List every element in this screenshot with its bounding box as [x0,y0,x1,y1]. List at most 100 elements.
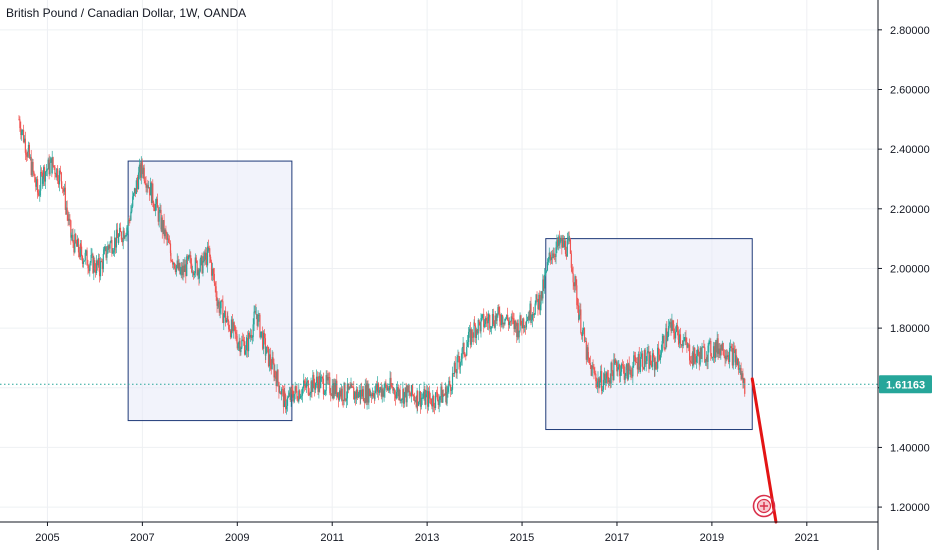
candle-body [482,314,484,316]
candle-body [18,119,20,121]
candle-body [23,138,26,143]
candle-body [209,248,211,257]
candle-body [310,381,312,394]
candle-body [37,192,39,195]
candle-body [322,378,325,395]
candle-body [217,301,219,305]
candle-body [679,334,682,345]
candle-body [56,168,58,178]
candle-body [271,357,273,370]
candle-body [506,314,508,319]
candle-body [234,325,236,333]
candle-body [246,338,248,341]
candle-body [248,332,251,338]
candle-body [644,350,646,365]
candle-body [50,158,52,163]
x-tick-label: 2015 [510,532,534,544]
candle-body [265,353,267,356]
candle-body [111,240,113,254]
candle-body [425,394,427,405]
candle-body [199,259,201,272]
candle-body [22,129,24,132]
candle-body [612,371,614,381]
candle-body [115,229,118,248]
candle-body [62,187,64,189]
candle-body [340,388,342,397]
candle-body [419,391,421,407]
candle-body [739,367,741,369]
tradingview-logo-icon [752,494,776,518]
candle-body [285,395,287,410]
candle-body [568,239,571,241]
candle-body [136,180,138,182]
candle-body [38,194,40,196]
candle-body [130,211,132,221]
candle-body [124,236,126,239]
candle-body [436,392,438,400]
candle-body [374,390,376,399]
candle-body [225,310,227,323]
candle-body [114,237,116,251]
candle-body [381,388,383,397]
candle-body [424,388,426,405]
candle-body [24,138,26,153]
price-axis[interactable]: 1.200001.400001.600001.800002.000002.200… [877,0,932,550]
candle-body [89,265,91,272]
candle-body [253,311,255,325]
candle-body [181,267,183,276]
candle-body [603,373,605,380]
candle-body [32,162,34,172]
candle-body [614,359,616,363]
candle-body [338,392,340,401]
candle-body [46,169,48,171]
candle-body [74,234,76,253]
candle-body [705,361,707,363]
candle-body [147,185,149,188]
candle-body [672,320,674,325]
candle-body [134,188,137,194]
candle-body [741,373,743,380]
candle-body [518,330,520,338]
candle-body [28,144,30,158]
candle-body [526,320,528,322]
candle-body [149,182,152,196]
candle-body [293,394,295,402]
candle-body [697,349,699,356]
candle-body [660,351,662,355]
candle-body [409,390,411,396]
candle-body [81,256,84,264]
candle-body [536,294,538,300]
candle-body [344,382,346,400]
x-tick-label: 2005 [35,532,59,544]
candle-body [346,383,348,399]
candle-body [213,273,215,283]
candle-body [499,312,501,322]
candle-body [715,342,717,353]
candle-body [78,252,81,258]
candle-body [224,310,226,316]
candle-body [417,402,420,406]
candle-body [689,344,691,361]
candle-body [155,198,158,205]
candle-body [314,383,316,390]
candle-body [302,386,304,389]
candle-body [329,377,331,394]
candle-body [513,318,515,330]
candle-body [663,335,665,349]
y-tick-label: 2.40000 [890,144,930,156]
candle-body [36,179,38,187]
candle-body [316,376,319,383]
candle-body [149,187,151,196]
candle-body [162,220,164,232]
candle-body [690,362,693,364]
candle-body [172,260,174,265]
candle-body [141,169,143,174]
candle-body [733,348,735,351]
candle-body [170,253,172,261]
candle-body [441,386,443,403]
time-axis[interactable]: 2005 2007 2009 2011 2013 2015 2017 2019 2021 [0,521,878,544]
candle-body [103,249,105,254]
candle-body [598,378,600,388]
candle-body [113,250,115,253]
